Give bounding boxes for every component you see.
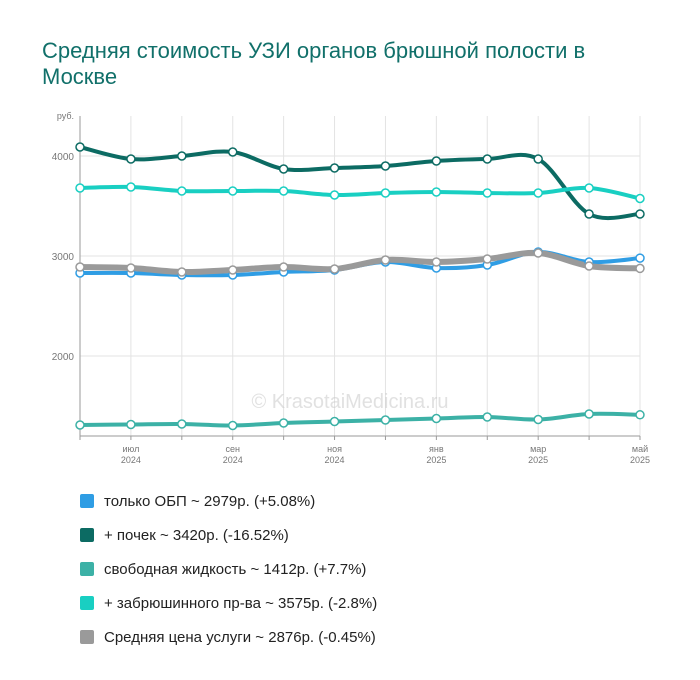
series-2-point[interactable] xyxy=(431,413,442,424)
series-0-point[interactable] xyxy=(635,253,645,263)
series-1-point[interactable] xyxy=(431,156,442,166)
legend-swatch xyxy=(80,596,94,610)
y-tick-label: 3000 xyxy=(52,252,75,263)
x-tick-label: 2025 xyxy=(528,455,548,465)
series-3-point[interactable] xyxy=(329,190,340,200)
series-2-point[interactable] xyxy=(482,412,493,422)
series-4-point[interactable] xyxy=(278,262,289,272)
series-points xyxy=(75,142,645,431)
series-line-2 xyxy=(78,411,642,428)
series-4-point[interactable] xyxy=(329,264,340,274)
x-tick-label: июл xyxy=(122,444,139,454)
line-chart: 200030004000руб.июл2024сен2024ноя2024янв… xyxy=(52,111,650,465)
series-2-point[interactable] xyxy=(126,419,136,430)
series-3-point[interactable] xyxy=(635,193,645,204)
series-2-point[interactable] xyxy=(278,418,289,428)
x-tick-label: 2025 xyxy=(630,455,650,465)
x-tick-label: мар xyxy=(530,444,546,454)
legend-item[interactable]: только ОБП ~ 2979р. (+5.08%) xyxy=(80,484,377,518)
series-4-point[interactable] xyxy=(177,267,187,277)
series-line-3 xyxy=(78,184,642,201)
series-1-point[interactable] xyxy=(227,147,238,157)
x-tick-label: 2024 xyxy=(121,455,141,465)
legend-swatch xyxy=(80,528,94,542)
legend-item[interactable]: + забрюшинного пр-ва ~ 3575р. (-2.8%) xyxy=(80,586,377,620)
series-4-point[interactable] xyxy=(227,265,238,275)
y-tick-label: 2000 xyxy=(52,352,75,363)
y-axis-unit-label: руб. xyxy=(57,111,74,121)
series-3-point[interactable] xyxy=(584,183,594,193)
series-1-point[interactable] xyxy=(533,154,543,164)
series-1-point[interactable] xyxy=(75,142,85,152)
series-4-point[interactable] xyxy=(431,257,442,267)
x-tick-label: май xyxy=(632,444,648,454)
series-3-point[interactable] xyxy=(75,183,85,193)
series-3-point[interactable] xyxy=(278,186,289,196)
legend-swatch xyxy=(80,494,94,508)
series-1-point[interactable] xyxy=(329,163,340,173)
x-tick-label: 2024 xyxy=(325,455,345,465)
watermark: © KrasotaiMedicina.ru xyxy=(251,391,448,413)
series-3-point[interactable] xyxy=(431,187,442,197)
series-3-point[interactable] xyxy=(126,182,136,192)
series-2-point[interactable] xyxy=(380,415,391,425)
legend-label: Средняя цена услуги ~ 2876р. (-0.45%) xyxy=(104,628,376,646)
series-1-point[interactable] xyxy=(126,154,136,164)
series-4-point[interactable] xyxy=(584,261,594,271)
legend-label: только ОБП ~ 2979р. (+5.08%) xyxy=(104,492,316,510)
series-2-point[interactable] xyxy=(227,420,238,431)
series-4-point[interactable] xyxy=(482,254,493,264)
legend-label: + забрюшинного пр-ва ~ 3575р. (-2.8%) xyxy=(104,594,378,612)
series-4-point[interactable] xyxy=(635,263,645,274)
series-3-point[interactable] xyxy=(482,188,493,198)
series-4-point[interactable] xyxy=(75,262,85,272)
series-4-point[interactable] xyxy=(533,248,543,258)
series-2-point[interactable] xyxy=(584,409,594,419)
legend-item[interactable]: свободная жидкость ~ 1412р. (+7.7%) xyxy=(80,552,377,586)
legend-item[interactable]: Средняя цена услуги ~ 2876р. (-0.45%) xyxy=(80,620,377,654)
series-2-point[interactable] xyxy=(75,420,85,430)
x-tick-label: 2025 xyxy=(426,455,446,465)
series-1-point[interactable] xyxy=(177,151,187,161)
series-2-point[interactable] xyxy=(533,414,543,425)
series-3-point[interactable] xyxy=(177,186,187,196)
series-1-point[interactable] xyxy=(380,161,391,171)
legend-label: свободная жидкость ~ 1412р. (+7.7%) xyxy=(104,560,367,578)
series-1-point[interactable] xyxy=(278,164,289,174)
series-2-point[interactable] xyxy=(635,410,645,420)
series-lines xyxy=(77,145,643,428)
legend-swatch xyxy=(80,562,94,576)
series-3-point[interactable] xyxy=(380,188,391,198)
series-4-point[interactable] xyxy=(126,263,136,273)
legend-swatch xyxy=(80,630,94,644)
x-tick-label: 2024 xyxy=(223,455,243,465)
x-tick-label: янв xyxy=(429,444,444,454)
legend-label: + почек ~ 3420р. (-16.52%) xyxy=(104,526,289,544)
series-1-point[interactable] xyxy=(584,209,594,219)
series-2-point[interactable] xyxy=(329,416,340,427)
series-1-point[interactable] xyxy=(482,154,493,164)
legend-item[interactable]: + почек ~ 3420р. (-16.52%) xyxy=(80,518,377,552)
x-tick-label: ноя xyxy=(327,444,342,454)
series-3-point[interactable] xyxy=(227,186,238,196)
series-3-point[interactable] xyxy=(533,188,543,198)
x-tick-label: сен xyxy=(225,444,240,454)
series-4-point[interactable] xyxy=(380,255,391,265)
series-1-point[interactable] xyxy=(635,209,645,219)
series-2-point[interactable] xyxy=(177,419,187,429)
legend: только ОБП ~ 2979р. (+5.08%) + почек ~ 34… xyxy=(80,484,377,654)
y-tick-label: 4000 xyxy=(52,152,75,163)
chart-title: Средняя стоимость УЗИ органов брюшной по… xyxy=(42,38,586,89)
series-line-1 xyxy=(78,145,642,221)
